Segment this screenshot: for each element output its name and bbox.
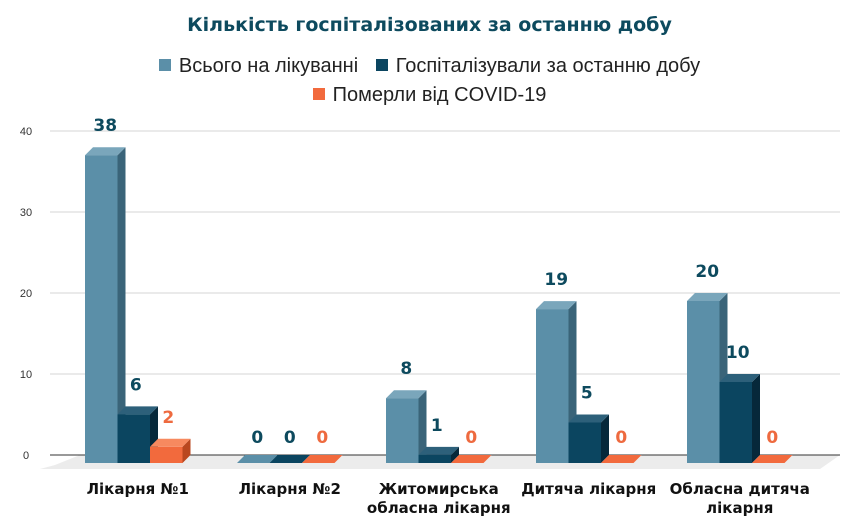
legend-item-total: Всього на лікуванні — [158, 55, 359, 78]
y-tick-label: 20 — [20, 288, 32, 300]
legend-item-died: Померли від COVID-19 — [312, 84, 547, 107]
y-tick-label: 0 — [23, 450, 29, 462]
y-tick-label: 10 — [20, 369, 32, 381]
bar — [117, 414, 150, 463]
x-tick-label: Житомирська — [379, 480, 499, 498]
bar-top — [568, 414, 609, 423]
bar-side — [601, 414, 609, 463]
bar — [601, 455, 642, 463]
legend-swatch-total — [158, 59, 171, 71]
bar — [302, 455, 343, 463]
bar — [150, 446, 183, 463]
bar-top — [150, 438, 191, 447]
bar — [687, 301, 720, 463]
data-label: 19 — [544, 270, 568, 290]
data-label: 0 — [766, 428, 778, 448]
data-label: 1 — [431, 416, 443, 436]
legend-label-total: Всього на лікуванні — [178, 55, 359, 77]
data-label: 0 — [465, 428, 477, 448]
bar — [719, 382, 752, 463]
data-label: 8 — [400, 359, 412, 379]
data-label: 0 — [251, 428, 263, 448]
bar — [386, 398, 419, 463]
bar-top — [386, 390, 427, 399]
bar-side — [418, 390, 427, 463]
chart-title: Кількість госпіталізованих за останню до… — [187, 14, 672, 36]
x-tick-label: обласна лікарня — [367, 499, 511, 517]
data-label: 0 — [615, 428, 627, 448]
data-label: 2 — [162, 408, 174, 428]
bar — [269, 455, 310, 463]
legend-label-died: Померли від COVID-19 — [332, 84, 547, 106]
bar-top — [719, 374, 760, 382]
bar — [536, 309, 569, 463]
y-tick-label: 30 — [20, 207, 32, 219]
x-tick-label: Дитяча лікарня — [521, 480, 656, 498]
bar — [85, 155, 118, 463]
bar — [418, 454, 451, 463]
bar-top — [85, 147, 126, 156]
legend-label-hospitalized: Госпіталізували за останню добу — [395, 55, 701, 77]
x-tick-label: Лікарня №2 — [239, 480, 341, 498]
legend-row-1: Всього на лікуванні Госпіталізували за о… — [0, 55, 859, 78]
bar — [568, 422, 601, 463]
bar-side — [451, 446, 459, 463]
bar-side — [752, 374, 760, 463]
bar-top — [418, 446, 459, 455]
data-label: 0 — [284, 428, 296, 448]
data-label: 38 — [93, 116, 117, 136]
legend-row-2: Померли від COVID-19 — [0, 84, 859, 107]
data-label: 6 — [130, 375, 142, 395]
data-label: 5 — [581, 384, 593, 404]
bar-top — [536, 301, 577, 310]
data-label: 20 — [695, 262, 719, 282]
bar — [752, 455, 793, 463]
x-tick-label: Лікарня №1 — [87, 480, 189, 498]
legend-swatch-died — [312, 88, 325, 100]
bar-top — [117, 406, 158, 415]
bar — [451, 455, 492, 463]
legend-item-hospitalized: Госпіталізували за останню добу — [375, 55, 701, 78]
legend-swatch-hospitalized — [375, 59, 388, 71]
bar-side — [182, 438, 191, 463]
bar — [237, 455, 278, 463]
data-label: 10 — [726, 343, 750, 363]
bar-top — [687, 293, 728, 301]
y-tick-label: 40 — [20, 126, 32, 138]
x-tick-label: Обласна дитяча — [670, 480, 810, 498]
bar-side — [117, 147, 126, 463]
data-label: 0 — [316, 428, 328, 448]
x-tick-label: лікарня — [706, 499, 773, 517]
